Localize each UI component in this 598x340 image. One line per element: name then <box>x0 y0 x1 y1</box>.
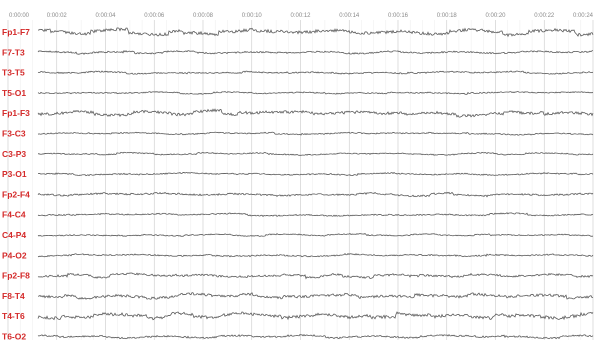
channel-label: C4-P4 <box>2 230 26 240</box>
time-tick-label: 0:00:14 <box>339 13 360 19</box>
time-tick-label: 0:00:06 <box>144 13 165 19</box>
time-tick-label: 0:00:00 <box>9 13 30 19</box>
eeg-trace-f8-t4 <box>37 292 594 300</box>
eeg-trace-f7-t3 <box>37 49 594 55</box>
eeg-trace-fp1-f7 <box>37 27 594 38</box>
time-tick-label: 0:00:04 <box>95 13 116 19</box>
time-tick-label: 0:00:24 <box>573 13 594 19</box>
channel-label: F4-C4 <box>2 210 26 220</box>
eeg-trace-c3-p3 <box>37 151 594 156</box>
time-tick-label: 0:00:22 <box>534 13 555 19</box>
channel-label: T4-T6 <box>2 311 25 321</box>
channel-label: C3-P3 <box>2 149 26 159</box>
eeg-trace-t4-t6 <box>37 311 594 321</box>
channel-label: F7-T3 <box>2 47 25 57</box>
channel-label: F3-C3 <box>2 129 26 139</box>
channel-label: Fp1-F7 <box>2 27 30 37</box>
time-tick-label: 0:00:20 <box>485 13 506 19</box>
eeg-trace-f4-c4 <box>37 212 594 218</box>
time-tick-label: 0:00:10 <box>242 13 263 19</box>
eeg-trace-t5-o1 <box>37 91 594 95</box>
eeg-trace-t3-t5 <box>37 70 594 75</box>
eeg-trace-p3-o1 <box>37 171 594 177</box>
channel-label: Fp2-F4 <box>2 189 30 199</box>
grid-lines <box>7 20 594 340</box>
eeg-trace-f3-c3 <box>37 131 594 136</box>
channel-label: T3-T5 <box>2 68 25 78</box>
eeg-trace-p4-o2 <box>37 253 594 258</box>
channel-label: F8-T4 <box>2 291 25 301</box>
channel-label: Fp1-F3 <box>2 108 30 118</box>
channel-label: T5-O1 <box>2 88 26 98</box>
eeg-trace-fp2-f8 <box>37 272 594 280</box>
eeg-trace-t6-o2 <box>37 333 594 340</box>
time-tick-label: 0:00:08 <box>193 13 214 19</box>
time-tick-label: 0:00:02 <box>47 13 68 19</box>
eeg-trace-fp1-f3 <box>37 108 594 118</box>
time-tick-label: 0:00:12 <box>290 13 311 19</box>
eeg-trace-c4-p4 <box>37 232 594 237</box>
channel-label: P4-O2 <box>2 250 27 260</box>
channel-label: P3-O1 <box>2 169 27 179</box>
time-tick-label: 0:00:16 <box>388 13 409 19</box>
channel-label: Fp2-F8 <box>2 271 30 281</box>
eeg-trace-fp2-f4 <box>37 191 594 198</box>
channel-label: T6-O2 <box>2 332 26 340</box>
time-axis: 0:00:00 0:00:02 0:00:04 0:00:06 0:00:08 0:00:… <box>9 13 594 19</box>
channel-traces <box>37 27 594 340</box>
time-tick-label: 0:00:18 <box>437 13 458 19</box>
channel-labels: Fp1-F7 F7-T3 T3-T5 T5-O1 Fp1-F3 F3-C3 C3-P3 P3-… <box>2 27 30 340</box>
